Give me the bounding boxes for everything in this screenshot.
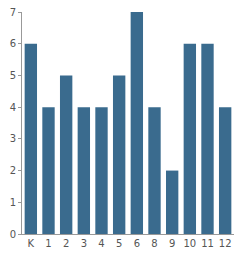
svg-text:4: 4	[98, 238, 104, 249]
svg-text:10: 10	[183, 238, 196, 249]
svg-text:2: 2	[63, 238, 69, 249]
svg-text:6: 6	[10, 38, 16, 49]
svg-text:7: 7	[10, 7, 16, 18]
svg-text:3: 3	[10, 133, 16, 144]
svg-text:6: 6	[134, 238, 140, 249]
svg-text:1: 1	[45, 238, 51, 249]
svg-text:4: 4	[10, 102, 16, 113]
svg-text:K: K	[28, 238, 35, 249]
svg-text:5: 5	[116, 238, 122, 249]
svg-text:11: 11	[201, 238, 214, 249]
svg-text:1: 1	[10, 197, 16, 208]
svg-text:3: 3	[81, 238, 87, 249]
svg-text:5: 5	[10, 70, 16, 81]
svg-text:2: 2	[10, 165, 16, 176]
svg-text:12: 12	[219, 238, 232, 249]
svg-text:0: 0	[10, 229, 16, 240]
svg-text:9: 9	[169, 238, 175, 249]
svg-text:8: 8	[151, 238, 157, 249]
